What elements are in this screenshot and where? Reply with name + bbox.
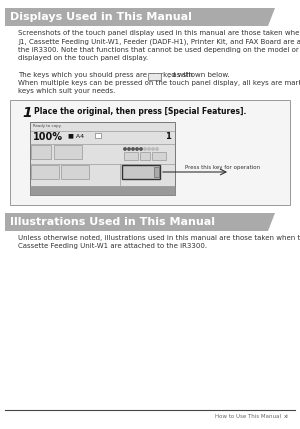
Circle shape <box>148 148 150 150</box>
Text: ■: ■ <box>143 154 147 158</box>
Text: Finisher: Finisher <box>38 170 52 174</box>
Text: Dark: Dark <box>154 154 164 158</box>
Text: Two-Sided
Mode: Two-Sided Mode <box>65 168 85 176</box>
Circle shape <box>132 148 134 150</box>
FancyBboxPatch shape <box>30 186 175 195</box>
Text: System Monitor: System Monitor <box>87 188 118 193</box>
Text: Copy
Ratio: Copy Ratio <box>36 148 46 156</box>
FancyBboxPatch shape <box>152 152 166 160</box>
FancyBboxPatch shape <box>148 73 160 79</box>
FancyBboxPatch shape <box>122 165 160 179</box>
Text: Illustrations Used in This Manual: Illustrations Used in This Manual <box>10 217 215 227</box>
FancyBboxPatch shape <box>10 100 290 205</box>
Text: 100%: 100% <box>33 132 63 142</box>
FancyBboxPatch shape <box>124 152 138 160</box>
Polygon shape <box>5 8 275 26</box>
Circle shape <box>136 148 138 150</box>
Text: Place the original, then press [Special Features].: Place the original, then press [Special … <box>34 107 246 116</box>
FancyBboxPatch shape <box>31 165 59 179</box>
Circle shape <box>140 148 142 150</box>
Circle shape <box>152 148 154 150</box>
FancyBboxPatch shape <box>95 133 101 138</box>
Text: Light: Light <box>126 154 136 158</box>
Text: 1: 1 <box>22 106 32 120</box>
Text: , as shown below.: , as shown below. <box>168 72 230 78</box>
Text: Unless otherwise noted, illustrations used in this manual are those taken when t: Unless otherwise noted, illustrations us… <box>18 235 300 249</box>
Circle shape <box>124 148 126 150</box>
Text: The keys which you should press are marked with: The keys which you should press are mark… <box>18 72 193 78</box>
Polygon shape <box>5 213 275 231</box>
Text: Press this key for operation: Press this key for operation <box>185 165 260 170</box>
Text: Special
Features: Special Features <box>131 168 151 176</box>
FancyBboxPatch shape <box>140 152 150 160</box>
FancyBboxPatch shape <box>61 165 89 179</box>
Text: xi: xi <box>284 414 289 419</box>
Text: Screenshots of the touch panel display used in this manual are those taken when : Screenshots of the touch panel display u… <box>18 30 300 61</box>
Text: When multiple keys can be pressed on the touch panel display, all keys are marke: When multiple keys can be pressed on the… <box>18 80 300 94</box>
FancyBboxPatch shape <box>31 145 51 159</box>
Text: How to Use This Manual: How to Use This Manual <box>215 414 281 419</box>
Text: Paper Select: Paper Select <box>56 150 80 154</box>
FancyBboxPatch shape <box>5 8 287 26</box>
Text: 1: 1 <box>165 132 171 141</box>
Circle shape <box>156 148 158 150</box>
FancyBboxPatch shape <box>154 167 159 177</box>
Text: Ready to copy.: Ready to copy. <box>33 124 62 128</box>
Circle shape <box>144 148 146 150</box>
FancyBboxPatch shape <box>30 122 175 195</box>
Text: ■ A4: ■ A4 <box>68 133 84 138</box>
Text: Displays Used in This Manual: Displays Used in This Manual <box>10 12 192 22</box>
Circle shape <box>128 148 130 150</box>
FancyBboxPatch shape <box>54 145 82 159</box>
